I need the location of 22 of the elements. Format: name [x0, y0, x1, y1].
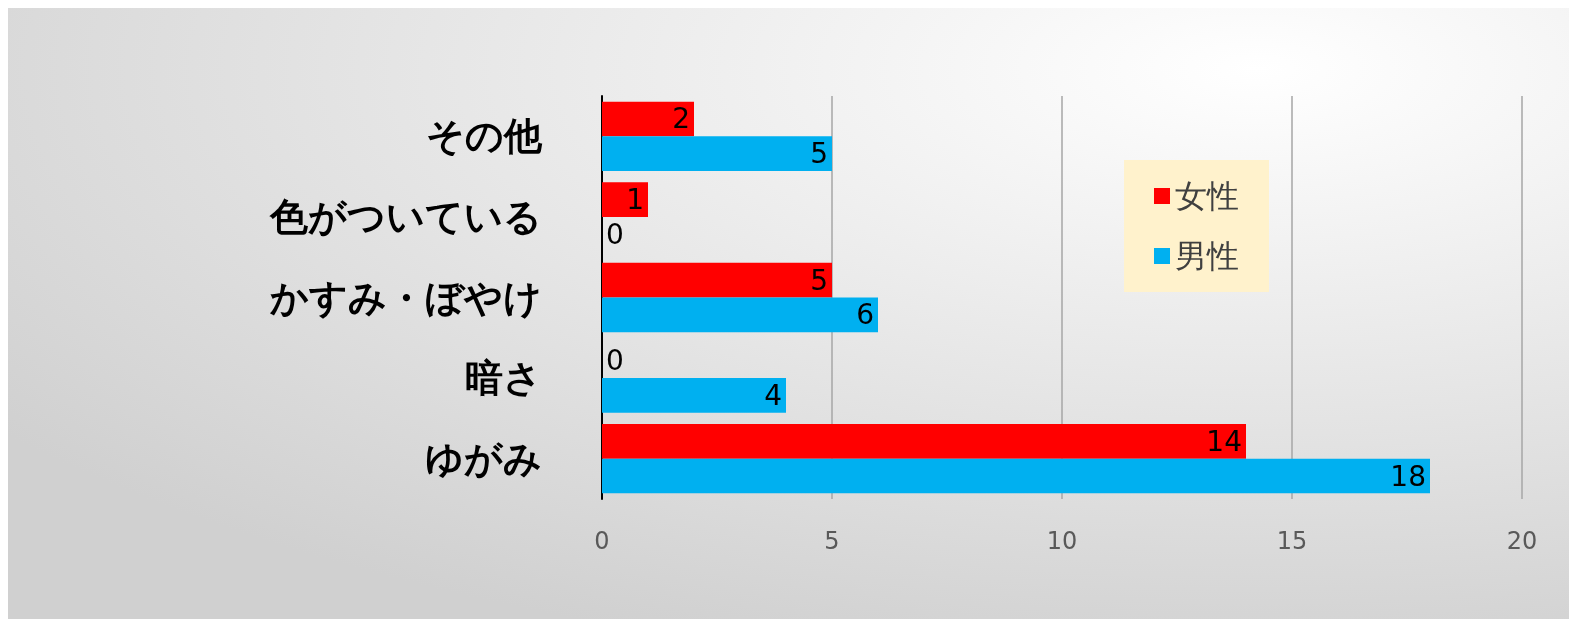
data-label: 14 [1206, 424, 1242, 458]
data-label: 0 [606, 344, 624, 378]
x-tick-label: 15 [1276, 527, 1308, 555]
data-label: 5 [810, 137, 828, 171]
x-tick-label: 20 [1506, 527, 1538, 555]
x-tick-label: 0 [594, 527, 610, 555]
y-tick-label: その他 [426, 115, 543, 158]
legend-label: 男性 [1175, 238, 1239, 274]
data-label: 1 [626, 183, 644, 217]
y-tick-label: 暗さ [465, 357, 542, 400]
legend-label: 女性 [1175, 178, 1239, 214]
y-tick-label: ゆがみ [425, 437, 542, 480]
x-tick-label: 5 [824, 527, 840, 555]
y-tick-label: かすみ・ぼやけ [269, 276, 542, 319]
data-label: 18 [1390, 459, 1426, 493]
x-tick-label: 10 [1046, 527, 1078, 555]
data-label: 6 [856, 298, 874, 332]
y-tick-label: 色がついている [269, 195, 542, 238]
data-label: 5 [810, 263, 828, 297]
data-label: 0 [606, 217, 624, 251]
data-label: 4 [764, 378, 782, 412]
data-label: 2 [672, 102, 690, 136]
